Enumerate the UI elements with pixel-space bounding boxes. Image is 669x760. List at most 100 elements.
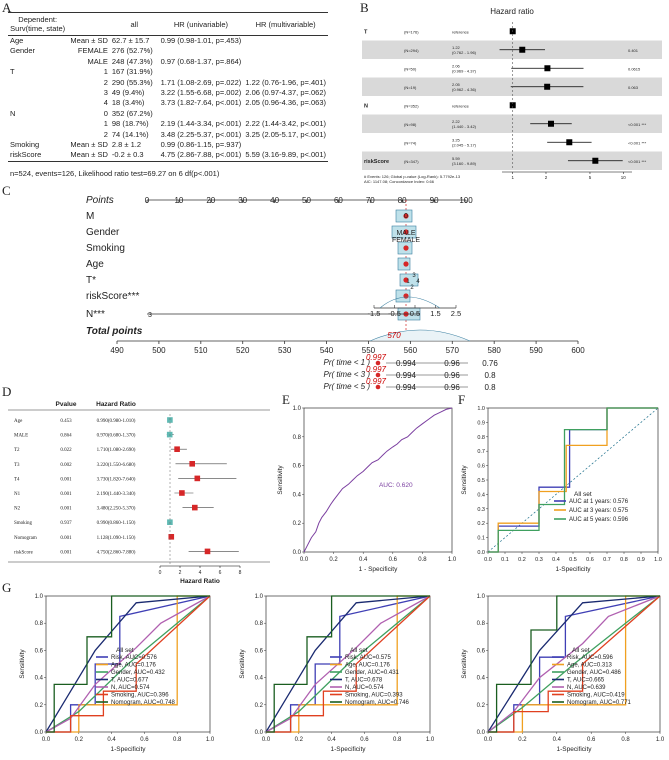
nomogram-row-label: Total points: [86, 326, 143, 337]
table-body: Age Mean ± SD 62.7 ± 15.7 0.99 (0.98-1.01, …: [8, 36, 328, 162]
roc-legend-label: Nomogram, AUC=0.771: [567, 700, 632, 706]
total-tick-label: 570: [446, 346, 460, 355]
roc-xtick-label: 0.8: [173, 737, 182, 743]
table-cell: 0.99 (0.86-1.15, p=.937): [160, 140, 242, 150]
nomogram-row-label: M: [86, 211, 94, 222]
table-cell: [8, 57, 67, 67]
points-tick-label: 30: [238, 196, 247, 205]
table-cell: 3.25 (2.05-5.17, p<.001): [245, 129, 326, 139]
roc-ytick-label: 1.0: [477, 406, 485, 412]
forest-d-hr: 0.990(0.860-1.150): [97, 521, 136, 526]
roc-ytick-label: 0.6: [255, 648, 264, 654]
risk-tick-label: 0.5: [410, 309, 420, 318]
roc-xtick-label: 0.8: [621, 737, 630, 743]
forest-n-label: (N=98): [404, 122, 417, 127]
risk-density: [379, 296, 441, 309]
total-tick-label: 540: [320, 346, 334, 355]
points-tick-label: 50: [302, 196, 311, 205]
t-level-label: 2: [410, 285, 414, 291]
forest-title: Hazard ratio: [490, 7, 534, 16]
table-cell: 2: [103, 77, 108, 87]
total-tick-label: 580: [488, 346, 502, 355]
roc-ytick-label: 0.8: [35, 621, 44, 627]
roc-legend-label: Nomogram, AUC=0.746: [345, 700, 410, 706]
roc-xlabel: 1-Specificity: [556, 746, 592, 753]
roc-xtick-label: 0.4: [553, 737, 562, 743]
prob-value-label: 0.997: [366, 353, 387, 362]
roc-xtick-label: 0.6: [360, 737, 369, 743]
nomogram-row-label: N***: [86, 309, 105, 320]
roc-series-line: [265, 595, 431, 733]
forest-point: [544, 83, 551, 90]
t-level-label: 3: [412, 273, 416, 279]
total-tick-label: 530: [278, 346, 292, 355]
nomogram-dot: [403, 213, 409, 219]
roc-frame: [303, 407, 453, 553]
table-cell: 62.7 ± 15.7: [111, 36, 150, 45]
forest-d-point: [166, 431, 173, 438]
roc-legend-label: Risk, AUC=0.596: [567, 655, 614, 661]
forest-d-point: [168, 534, 175, 540]
roc-ylabel: Sensitivity: [461, 649, 468, 679]
roc-ytick-label: 0.8: [255, 621, 264, 627]
forest-ci-label: 2.22: [452, 119, 461, 124]
roc-xtick-label: 0.4: [359, 557, 368, 563]
prob-tick-label: 0.76: [482, 359, 498, 368]
roc-xtick-label: 0.1: [501, 557, 509, 563]
table-cell: [8, 130, 67, 140]
table-cell: [8, 88, 67, 98]
table-row: T 1 167 (31.9%): [8, 67, 328, 77]
table-cell: 290 (55.3%): [111, 77, 153, 87]
n-value-label: 3: [148, 312, 152, 319]
forest-d-hr: 3.480(2.250-5.370): [97, 507, 136, 512]
forest-d-xlabel: Hazard Ratio: [180, 578, 220, 585]
table-cell: [243, 67, 328, 77]
forest-d-p: 0.001: [60, 507, 72, 512]
forest-point: [592, 157, 599, 164]
roc-legend-label: N, AUC=0.639: [567, 685, 606, 691]
panel-b-forest-plot: Hazard ratio T (N=176) reference (N=294) 1.22…: [362, 7, 662, 184]
table-cell: 2.05 (0.96-4.36, p=.063): [245, 98, 326, 108]
risk-tick-label: -1.5: [368, 309, 381, 318]
table-cell: [243, 109, 328, 119]
roc-xtick-label: 0.9: [637, 557, 645, 563]
forest-point: [519, 46, 526, 53]
table-cell: 167 (31.9%): [111, 67, 153, 77]
table-cell: [243, 46, 328, 56]
forest-p-label: 0.0615: [628, 66, 641, 71]
roc-xtick-label: 0.2: [295, 737, 304, 743]
roc-ytick-label: 0.6: [293, 464, 302, 470]
forest-n-label: (N=294): [404, 48, 419, 53]
forest-d-var: riskScore: [14, 550, 34, 555]
forest-d-p: 0.001: [60, 536, 72, 541]
total-density: [369, 329, 471, 342]
table-cell: [8, 119, 67, 129]
table-cell: 4.75 (2.86-7.88, p<.001): [158, 150, 244, 162]
header-hr-multi: HR (multivariable): [243, 12, 328, 36]
forest-d-hr: 3.220(1.550-6.680): [97, 463, 136, 468]
table-cell: Gender: [10, 46, 36, 56]
table-cell: [159, 67, 244, 77]
prob-value-label: 0.997: [366, 377, 387, 386]
table-cell: 276 (52.7%): [111, 46, 153, 56]
roc-xtick-label: 0.2: [518, 557, 526, 563]
forest-d-p: 0.022: [60, 448, 72, 453]
roc-legend-label: T, AUC=0.678: [345, 678, 383, 684]
forest-row-shade: [362, 151, 662, 170]
nomogram-row-label: Gender: [86, 227, 120, 238]
roc-legend-label: T, AUC=0.677: [111, 678, 149, 684]
forest-d-tick-label: 4: [199, 570, 202, 576]
roc-xtick-label: 0.6: [140, 737, 149, 743]
forest-ci-label: (0.962 - 4.36): [452, 87, 477, 92]
forest-ci-label: 1.22: [452, 45, 461, 50]
roc-ytick-label: 1.0: [293, 406, 302, 412]
forest-var-label: riskScore: [364, 159, 389, 165]
total-tick-label: 500: [152, 346, 166, 355]
roc-ylabel: Sensitivity: [277, 465, 284, 495]
roc-series-line: [487, 595, 661, 733]
roc-legend-label: AUC at 1 years: 0.576: [569, 499, 629, 505]
table-cell: 1.22 (0.76-1.96, p=.401): [245, 77, 326, 87]
table-row: 2 290 (55.3%) 1.71 (1.08-2.69, p=.022) 1.22…: [8, 78, 328, 88]
forest-n-label: (N=74): [404, 140, 417, 145]
panel-d-forest-plot: Pvalue Hazard Ratio Age 0.453 0.990(0.980-1.…: [8, 401, 270, 585]
